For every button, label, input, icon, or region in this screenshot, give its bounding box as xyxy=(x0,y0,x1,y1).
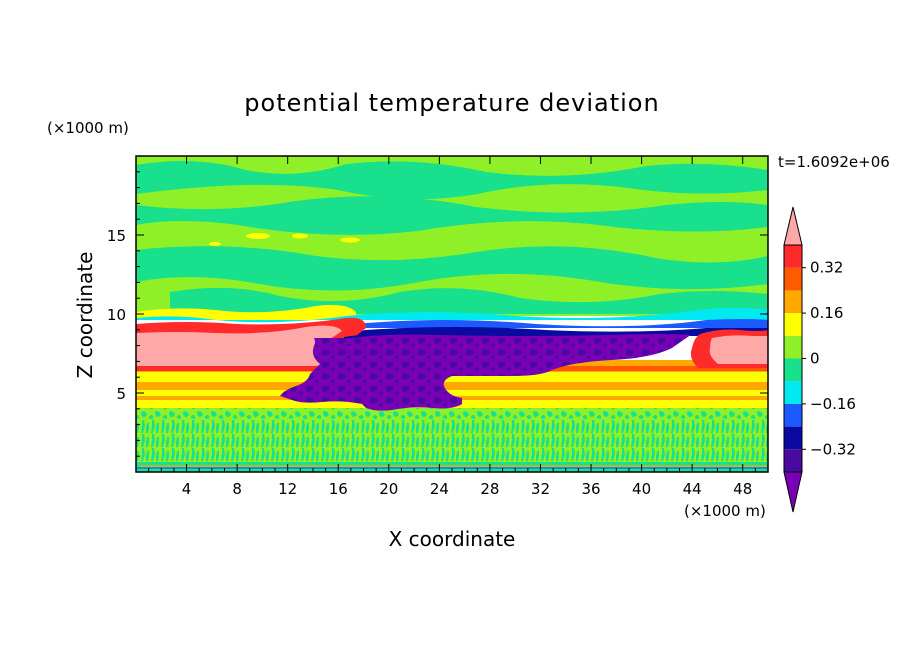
y-tick-label: 15 xyxy=(107,227,126,245)
x-tick-label: 16 xyxy=(329,480,348,498)
y-axis-unit: (×1000 m) xyxy=(47,119,129,137)
x-tick-label: 32 xyxy=(531,480,550,498)
colorbar-label: 0.32 xyxy=(810,259,843,277)
band-orange-mid xyxy=(136,382,768,390)
chart-title: potential temperature deviation xyxy=(244,89,659,117)
colorbar-swatch xyxy=(784,426,802,450)
colorbar: 0.32 0.16 0 −0.16 −0.32 xyxy=(783,206,856,513)
colorbar-swatch xyxy=(784,449,802,472)
x-tick-label: 20 xyxy=(379,480,398,498)
region-surface-speckle xyxy=(136,465,768,469)
region-upper-warm-patches xyxy=(136,233,360,320)
colorbar-swatch xyxy=(784,313,802,336)
colorbar-swatch xyxy=(784,335,802,359)
colorbar-extend-max xyxy=(783,206,803,246)
x-tick-label: 28 xyxy=(480,480,499,498)
region-warm-left-red-band xyxy=(136,366,344,371)
y-axis-label: Z coordinate xyxy=(73,252,97,379)
x-tick-label: 44 xyxy=(683,480,702,498)
colorbar-swatch xyxy=(784,381,802,404)
y-axis-ticks: 5 10 15 xyxy=(107,171,768,457)
x-axis-ticks: 4 8 12 16 20 24 28 32 36 40 44 48 xyxy=(148,156,756,498)
band-yellow-1 xyxy=(136,372,768,382)
colorbar-label: 0.16 xyxy=(810,304,843,322)
region-cold-pool-edge xyxy=(136,308,768,323)
x-tick-label: 48 xyxy=(733,480,752,498)
x-tick-label: 4 xyxy=(182,480,192,498)
y-tick-label: 5 xyxy=(116,385,126,403)
colorbar-label: 0 xyxy=(810,350,820,368)
region-lower-turbulence-upper xyxy=(136,408,768,420)
region-cold-pool-core xyxy=(280,333,692,411)
x-tick-label: 36 xyxy=(581,480,600,498)
colorbar-label: −0.16 xyxy=(810,395,856,413)
region-warm-anomaly-left-pink xyxy=(136,325,342,367)
x-axis-unit: (×1000 m) xyxy=(684,502,766,520)
x-axis-label: X coordinate xyxy=(389,527,516,551)
region-warm-anomaly-right-pink xyxy=(709,335,768,364)
colorbar-label: −0.32 xyxy=(810,440,856,458)
x-tick-label: 8 xyxy=(232,480,242,498)
colorbar-swatch xyxy=(784,358,802,382)
x-tick-label: 12 xyxy=(278,480,297,498)
colorbar-swatch xyxy=(784,290,802,314)
region-cold-pool-navy-rim xyxy=(343,332,693,339)
colorbar-swatch xyxy=(784,245,802,268)
y-tick-label: 10 xyxy=(107,306,126,324)
x-tick-label: 24 xyxy=(430,480,449,498)
region-upper-mottling xyxy=(136,161,768,314)
colorbar-swatch xyxy=(784,403,802,427)
colorbar-extend-min xyxy=(783,471,803,513)
heatmap-field xyxy=(136,156,768,472)
time-label: t=1.6092e+06 xyxy=(778,153,890,171)
colorbar-swatch xyxy=(784,267,802,291)
x-tick-label: 40 xyxy=(632,480,651,498)
